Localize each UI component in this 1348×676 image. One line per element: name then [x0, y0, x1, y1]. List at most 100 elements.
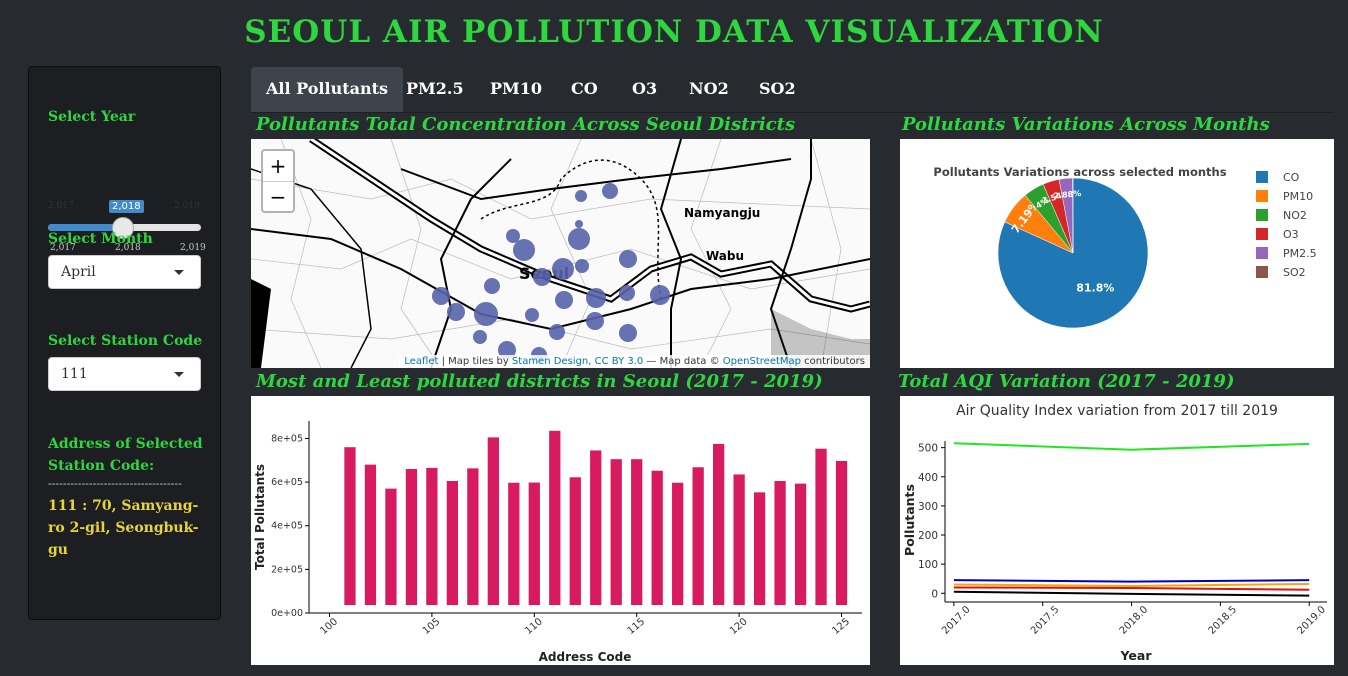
- bar-122[interactable]: [774, 481, 786, 605]
- bar-113[interactable]: [590, 450, 602, 605]
- pollution-map[interactable]: Seoul Namyangju Wabu: [251, 139, 870, 368]
- stamen-link[interactable]: Stamen Design, CC BY 3.0: [511, 356, 644, 367]
- y-tick-label: 0e+00: [271, 608, 303, 619]
- year-slider[interactable]: 2,017 2,019 2,018 2,017 2,018 2,019: [48, 197, 206, 253]
- tab-co[interactable]: CO: [571, 79, 598, 98]
- map-marker[interactable]: [650, 285, 670, 305]
- map-panel-title: Pollutants Total Concentration Across Se…: [256, 114, 796, 135]
- bar-chart-panel: 0e+00 2e+05 4e+05 6e+05 8e+05 100 105 110 115 120…: [251, 396, 870, 665]
- map-marker[interactable]: [619, 250, 637, 268]
- map-marker[interactable]: [619, 324, 637, 342]
- year-slider-handle[interactable]: [112, 217, 134, 239]
- month-select[interactable]: April: [48, 255, 201, 289]
- pie-chart[interactable]: Pollutants Variations across selected mo…: [900, 139, 1334, 368]
- divider: ------------------------------------: [48, 477, 182, 490]
- map-marker[interactable]: [568, 228, 590, 250]
- x-tick-label: 105: [421, 616, 443, 637]
- bar-125[interactable]: [835, 460, 848, 605]
- line-chart-panel: Air Quality Index variation from 2017 ti…: [900, 396, 1334, 665]
- bar-108[interactable]: [487, 437, 499, 605]
- bar-104[interactable]: [405, 469, 418, 605]
- series-line-black[interactable]: [953, 590, 1310, 597]
- address-heading: Address of Selected Station Code:: [48, 436, 203, 474]
- legend-swatch: [1256, 266, 1268, 278]
- map-marker[interactable]: [432, 287, 450, 305]
- x-tick-label: 2019.0: [1295, 604, 1328, 637]
- bar-102[interactable]: [364, 464, 377, 605]
- y-tick-label: 500: [918, 443, 938, 455]
- bar-112[interactable]: [569, 477, 581, 605]
- zoom-in-button[interactable]: +: [269, 154, 287, 178]
- leaflet-link[interactable]: Leaflet: [404, 356, 439, 367]
- year-slider-min: 2,017: [48, 201, 74, 211]
- bar-123[interactable]: [794, 483, 807, 605]
- series-line-red[interactable]: [953, 586, 1310, 591]
- x-tick-label: 2017.0: [940, 604, 973, 637]
- station-label: Select Station Code: [48, 333, 203, 349]
- bar-109[interactable]: [508, 482, 520, 605]
- tab-pm10[interactable]: PM10: [490, 79, 543, 98]
- tab-o3[interactable]: O3: [632, 79, 658, 98]
- map-marker[interactable]: [506, 229, 520, 243]
- map-marker[interactable]: [474, 302, 498, 326]
- tab-all-pollutants[interactable]: All Pollutants: [251, 67, 403, 112]
- map-marker[interactable]: [525, 308, 539, 322]
- tab-pm25[interactable]: PM2.5: [406, 79, 464, 98]
- zoom-out-button[interactable]: −: [263, 181, 293, 211]
- map-marker[interactable]: [513, 239, 535, 261]
- map-marker[interactable]: [575, 220, 583, 228]
- bar-101[interactable]: [344, 447, 356, 605]
- bar-114[interactable]: [610, 459, 622, 605]
- map-marker[interactable]: [586, 312, 604, 330]
- y-tick-label: 100: [918, 559, 938, 571]
- bar-118[interactable]: [692, 467, 704, 605]
- tab-no2[interactable]: NO2: [689, 79, 729, 98]
- year-tick: 2,018: [115, 243, 141, 253]
- map-marker[interactable]: [575, 190, 587, 202]
- series-line-blue[interactable]: [953, 579, 1310, 583]
- tab-so2[interactable]: SO2: [759, 79, 796, 98]
- bar-103[interactable]: [385, 488, 397, 605]
- map-marker[interactable]: [586, 288, 606, 308]
- map-zoom-control: + −: [261, 149, 295, 213]
- bar-117[interactable]: [672, 482, 684, 605]
- series-line-green[interactable]: [953, 442, 1310, 451]
- pie-chart-panel: Pollutants Variations across selected mo…: [900, 139, 1334, 368]
- bar-chart[interactable]: 0e+00 2e+05 4e+05 6e+05 8e+05 100 105 110 115 120…: [251, 396, 870, 665]
- y-tick-label: 200: [918, 530, 938, 542]
- page-title: SEOUL AIR POLLUTION DATA VISUALIZATION: [244, 14, 1104, 50]
- station-address: 111 : 70, Samyang-ro 2-gil, Seongbuk-gu: [48, 498, 199, 558]
- map-marker[interactable]: [555, 291, 573, 309]
- map-marker[interactable]: [447, 303, 465, 321]
- bar-105[interactable]: [426, 467, 438, 605]
- map-marker[interactable]: [619, 285, 635, 301]
- bar-106[interactable]: [446, 481, 459, 605]
- legend-label: PM2.5: [1283, 247, 1317, 260]
- series-line-orange[interactable]: [953, 582, 1310, 587]
- bar-107[interactable]: [467, 468, 479, 605]
- bar-111[interactable]: [549, 430, 561, 605]
- map-marker[interactable]: [549, 324, 565, 340]
- line-chart[interactable]: Air Quality Index variation from 2017 ti…: [900, 396, 1334, 665]
- bar-116[interactable]: [651, 470, 663, 605]
- year-label: Select Year: [48, 109, 136, 125]
- map-marker[interactable]: [552, 258, 574, 280]
- map-marker[interactable]: [484, 278, 500, 294]
- station-select[interactable]: 111: [48, 357, 201, 391]
- bar-120[interactable]: [733, 474, 745, 605]
- chevron-down-icon: [174, 372, 184, 377]
- osm-link[interactable]: OpenStreetMap: [722, 356, 801, 367]
- bar-110[interactable]: [528, 482, 540, 605]
- map-marker[interactable]: [473, 330, 487, 344]
- bar-119[interactable]: [712, 443, 725, 605]
- map-marker[interactable]: [575, 259, 589, 273]
- legend-swatch: [1256, 228, 1268, 240]
- y-tick-label: 8e+05: [271, 433, 303, 444]
- map-marker[interactable]: [533, 268, 551, 286]
- map-marker[interactable]: [498, 341, 516, 359]
- map-marker[interactable]: [602, 183, 618, 199]
- bar-115[interactable]: [631, 459, 643, 605]
- bar-124[interactable]: [815, 448, 827, 605]
- bar-121[interactable]: [753, 492, 766, 605]
- x-tick-label: 100: [318, 616, 340, 637]
